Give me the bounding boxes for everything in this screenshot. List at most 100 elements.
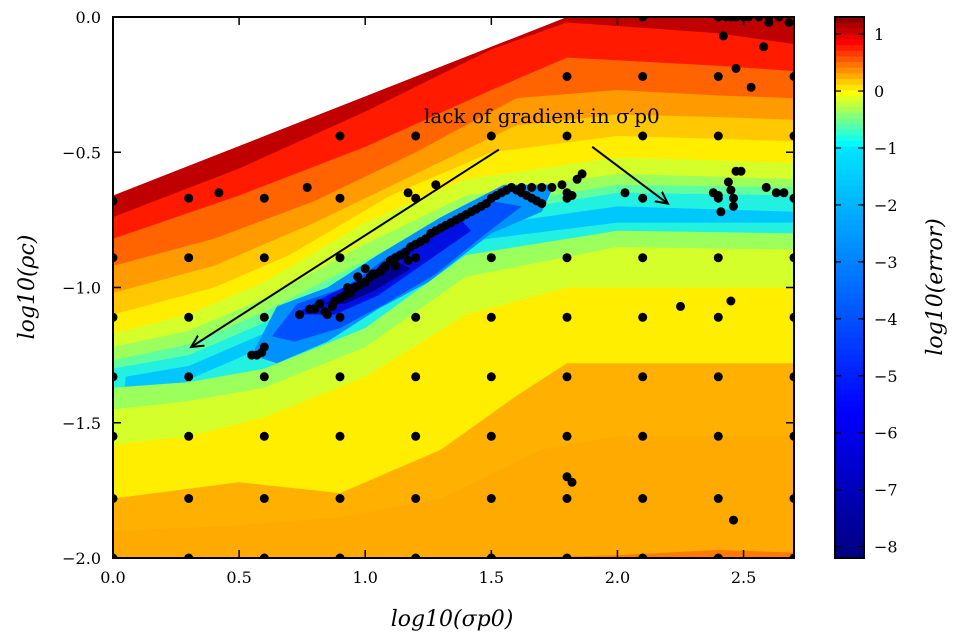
colorbar-step	[835, 467, 864, 475]
sample-point	[113, 372, 118, 382]
colorbar-step	[835, 231, 864, 238]
sample-point	[360, 264, 370, 274]
sample-point	[754, 17, 764, 22]
sample-point	[731, 17, 741, 22]
sample-point	[343, 283, 353, 292]
contour-band	[113, 549, 794, 558]
sample-point	[713, 131, 723, 141]
colorbar-step	[835, 56, 864, 63]
sample-point	[562, 253, 572, 263]
sample-point	[486, 253, 496, 263]
sample-point	[638, 193, 648, 203]
colorbar-step	[835, 434, 864, 441]
sample-point	[784, 17, 794, 27]
plot-area	[113, 17, 794, 558]
sample-point	[486, 372, 496, 382]
colorbar-step	[835, 417, 864, 424]
colorbar-gradient	[835, 17, 864, 559]
sample-point	[638, 431, 648, 441]
colorbar-tick-label: −3	[874, 253, 898, 272]
colorbar-step	[835, 310, 864, 317]
sample-point	[335, 494, 345, 503]
y-tick-label: −0.5	[62, 143, 101, 162]
colorbar-step	[835, 496, 864, 503]
colorbar-step	[835, 400, 864, 407]
colorbar-step	[835, 84, 864, 91]
colorbar-step	[835, 479, 864, 486]
colorbar-step	[835, 445, 864, 452]
sample-point	[713, 17, 723, 22]
sample-point	[726, 185, 736, 195]
sample-point	[486, 494, 496, 503]
colorbar-step	[835, 541, 864, 548]
colorbar-step	[835, 73, 864, 80]
sample-point	[729, 515, 738, 525]
colorbar-step	[835, 157, 864, 165]
sample-point	[335, 193, 345, 203]
sample-point	[486, 431, 496, 441]
sample-point	[562, 72, 572, 81]
sample-point	[789, 431, 794, 441]
sample-point	[789, 253, 794, 263]
sample-point	[547, 182, 557, 192]
sample-point	[638, 17, 648, 22]
colorbar-step	[835, 62, 864, 69]
colorbar-step	[835, 163, 864, 170]
sample-points	[113, 17, 794, 558]
annotation: lack of gradient in σ′p0	[191, 104, 668, 347]
colorbar-step	[835, 45, 864, 52]
sample-point	[789, 72, 794, 81]
sample-point	[214, 188, 224, 198]
colorbar-tick-label: 1	[874, 25, 884, 44]
sample-point	[562, 372, 572, 382]
sample-point	[562, 494, 572, 503]
y-axis-ticks: 0.0 −0.5 −1.0 −1.5 −2.0	[62, 8, 794, 568]
sample-point	[259, 372, 269, 382]
sample-point	[638, 372, 648, 382]
colorbar-step	[835, 338, 864, 345]
colorbar-step	[835, 422, 864, 429]
sample-point	[638, 553, 648, 558]
colorbar-step	[835, 270, 864, 277]
sample-point	[411, 431, 421, 441]
colorbar-step	[835, 524, 864, 531]
colorbar-step	[835, 281, 864, 289]
colorbar-step	[835, 349, 864, 356]
sample-point	[113, 553, 118, 558]
colorbar-step	[835, 321, 864, 328]
colorbar-step	[835, 546, 864, 553]
sample-point	[315, 299, 325, 309]
colorbar-step	[835, 253, 864, 260]
colorbar-step	[835, 140, 864, 148]
sample-point	[259, 553, 269, 558]
colorbar-step	[835, 383, 864, 390]
sample-point	[713, 553, 723, 558]
sample-point	[259, 193, 269, 203]
sample-point	[713, 312, 723, 322]
colorbar-step	[835, 180, 864, 187]
colorbar-step	[835, 405, 864, 413]
sample-point	[335, 312, 345, 322]
sample-point	[638, 253, 648, 263]
sample-point	[746, 82, 756, 92]
sample-point	[378, 264, 388, 274]
colorbar-tick-label: −5	[874, 367, 898, 386]
sample-point	[713, 372, 723, 382]
sample-point	[411, 131, 421, 141]
sample-point	[789, 312, 794, 322]
colorbar-step	[835, 90, 864, 97]
colorbar-step	[835, 490, 864, 497]
colorbar-step	[835, 146, 864, 153]
colorbar-step	[835, 411, 864, 418]
colorbar-step	[835, 343, 864, 351]
colorbar-step	[835, 112, 864, 120]
x-tick-label: 2.5	[731, 568, 756, 587]
colorbar-step	[835, 174, 864, 182]
sample-point	[184, 372, 194, 382]
colorbar-step	[835, 360, 864, 367]
colorbar-step	[835, 214, 864, 221]
sample-point	[726, 296, 736, 306]
colorbar-step	[835, 197, 864, 204]
sample-point	[184, 431, 194, 441]
